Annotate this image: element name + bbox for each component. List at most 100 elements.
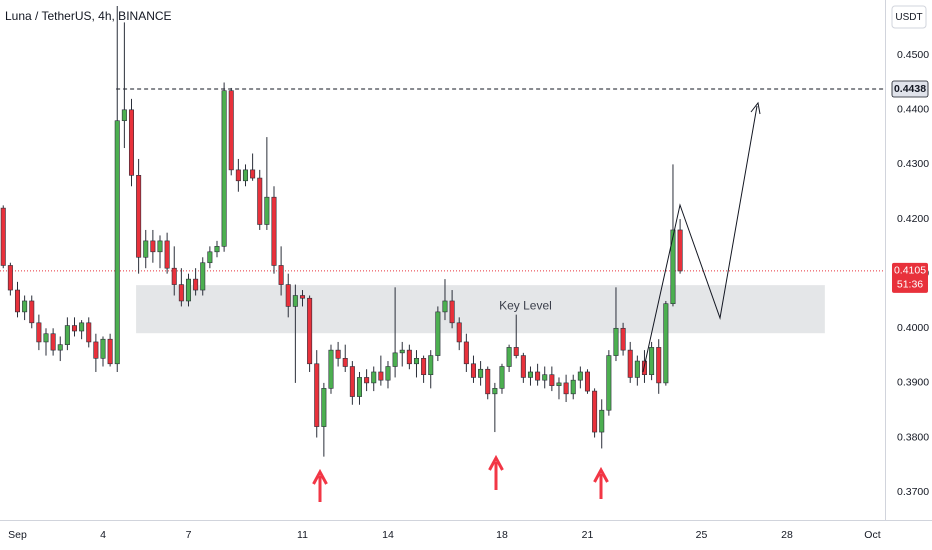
candle-body — [599, 409, 605, 433]
candle-body — [321, 388, 327, 427]
key-level-layer: Key Level — [136, 285, 825, 334]
candle-body — [677, 229, 683, 272]
candle-body — [413, 358, 419, 365]
candle-body — [463, 341, 469, 365]
candle-body — [29, 300, 35, 324]
candle-body — [86, 322, 92, 343]
last-price-badge — [892, 262, 928, 293]
candle-body — [470, 363, 476, 378]
x-tick-label: 4 — [100, 529, 106, 541]
axes-layer: 0.37000.38000.39000.40000.41000.42000.43… — [8, 49, 929, 541]
up-arrow — [488, 454, 504, 490]
annotations — [312, 101, 761, 502]
candle-body — [57, 344, 63, 351]
candle-body — [584, 371, 590, 392]
candle-body — [136, 175, 142, 258]
chart-title: Luna / TetherUS, 4h, BINANCE — [5, 9, 172, 23]
candle-body — [542, 374, 548, 381]
candle-body — [107, 338, 113, 365]
candle-body — [349, 366, 355, 397]
candle-body — [563, 382, 569, 395]
candle-body — [556, 382, 562, 386]
candle-body — [449, 300, 455, 324]
candle-body — [406, 349, 412, 365]
candle-body — [79, 322, 85, 332]
candle-body — [620, 327, 626, 351]
candle-body — [128, 109, 135, 176]
level-lines-layer — [0, 88, 885, 272]
candle-body — [0, 207, 6, 266]
candle-body — [592, 390, 598, 433]
candle-body — [342, 358, 348, 367]
candle-body — [456, 322, 462, 343]
candle-body — [257, 177, 263, 225]
y-tick-label: 0.4500 — [897, 49, 929, 61]
candle-body — [520, 355, 526, 378]
candle-body — [670, 229, 676, 304]
candle-body — [271, 196, 277, 266]
candle-body — [527, 371, 533, 378]
candle-body — [392, 352, 398, 367]
x-tick-label: 21 — [582, 529, 594, 541]
candle-body — [577, 371, 583, 381]
candle-body — [385, 366, 391, 381]
y-tick-label: 0.3900 — [897, 377, 929, 389]
x-tick-label: 11 — [297, 529, 308, 541]
x-tick-label: 7 — [186, 529, 192, 541]
candle-body — [641, 360, 647, 376]
candle-body — [36, 322, 42, 343]
candle-body — [50, 333, 56, 351]
candle-body — [506, 347, 512, 367]
candle-body — [606, 355, 612, 411]
candle-body — [185, 278, 191, 302]
candle-body — [228, 90, 234, 171]
projection-path — [642, 105, 758, 373]
candle-body — [570, 379, 576, 395]
candle-body — [428, 355, 434, 376]
candle-body — [207, 251, 213, 264]
candle-body — [178, 284, 184, 302]
candle-body — [513, 347, 519, 356]
candle-body — [264, 196, 270, 225]
candle-body — [114, 120, 120, 365]
candle-body — [14, 289, 21, 313]
candle-body — [421, 358, 427, 376]
candle-body — [613, 327, 619, 356]
candle-body — [157, 240, 163, 253]
candle-body — [214, 246, 220, 253]
x-tick-label: Sep — [8, 529, 27, 541]
candle-body — [627, 349, 633, 378]
candle-body — [442, 300, 448, 313]
resistance-badge — [891, 80, 929, 98]
candle-body — [7, 265, 13, 291]
candle-body — [356, 377, 362, 397]
resistance-badge-label: 0.4438 — [894, 83, 926, 95]
candle-body — [121, 109, 127, 122]
y-tick-label: 0.4200 — [897, 213, 929, 225]
candles-layer — [0, 6, 683, 457]
x-tick-label: Oct — [864, 529, 880, 541]
candle-body — [634, 360, 640, 378]
x-tick-label: 28 — [781, 529, 793, 541]
candle-body — [221, 90, 227, 247]
candle-body — [143, 240, 149, 258]
candle-body — [285, 284, 291, 307]
x-tick-label: 14 — [382, 529, 394, 541]
candle-body — [43, 333, 49, 343]
projection-arrowhead — [750, 101, 761, 115]
candle-body — [200, 262, 206, 291]
candle-body — [364, 377, 370, 384]
candle-body — [335, 349, 341, 359]
candle-body — [64, 325, 70, 345]
candle-body — [242, 169, 248, 182]
y-tick-label: 0.3700 — [897, 486, 929, 498]
candle-body — [164, 240, 170, 269]
last-price-badge-label: 0.4105 — [894, 265, 926, 277]
candle-body — [378, 371, 384, 381]
currency-label: USDT — [895, 12, 922, 23]
candle-body — [71, 325, 78, 332]
candle-body — [314, 363, 320, 427]
candle-body — [93, 341, 99, 359]
